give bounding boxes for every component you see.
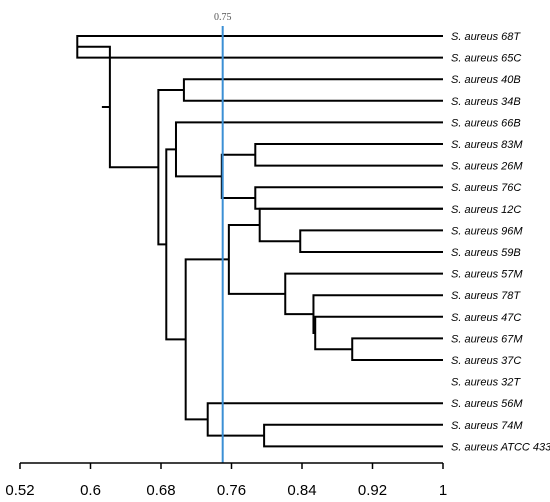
leaf-labels: S. aureus 68T S. aureus 65C S. aureus 40B S…: [451, 31, 550, 453]
dendrogram-branch: [254, 143, 443, 167]
leaf-label: S. aureus 32T: [451, 377, 521, 389]
leaf-label: S. aureus 40B: [451, 74, 521, 86]
leaf-label: S. aureus 26M: [451, 161, 523, 173]
x-axis: 0.52 0.6 0.68 0.76 0.84 0.92 1: [5, 462, 447, 499]
dendrogram-branch: [182, 78, 443, 102]
cutoff-label: 0.75: [214, 12, 232, 23]
leaf-label: S. aureus 57M: [451, 269, 523, 281]
x-tick-label: 1: [439, 482, 447, 499]
dendrogram-branch: [165, 148, 186, 341]
dendrogram-branch: [206, 402, 443, 437]
leaf-label: S. aureus 76C: [451, 182, 521, 194]
leaf-label: S. aureus 47C: [451, 312, 521, 324]
dendrogram-branches: [76, 35, 443, 448]
leaf-label: S. aureus 65C: [451, 53, 521, 65]
leaf-label: S. aureus 83M: [451, 139, 523, 151]
dendrogram-branch: [77, 45, 159, 169]
dendrogram-branch: [227, 224, 286, 295]
dendrogram-branch: [220, 153, 256, 199]
leaf-label: S. aureus 96M: [451, 225, 523, 237]
x-tick-label: 0.6: [80, 482, 101, 499]
dendrogram-branch: [314, 315, 443, 351]
leaf-label: S. aureus 68T: [451, 31, 521, 43]
dendrogram-branch: [174, 121, 443, 178]
x-tick-label: 0.76: [217, 482, 246, 499]
dendrogram-branch: [263, 423, 443, 448]
dendrogram-branch: [351, 337, 443, 361]
dendrogram-branch: [254, 186, 443, 210]
leaf-label: S. aureus 66B: [451, 117, 521, 129]
x-tick-label: 0.84: [287, 482, 316, 499]
leaf-label: S. aureus 78T: [451, 290, 521, 302]
leaf-label: S. aureus 34B: [451, 96, 521, 108]
leaf-label: S. aureus 12C: [451, 204, 521, 216]
x-tick-label: 0.52: [5, 482, 34, 499]
dendrogram-branch: [284, 272, 443, 316]
x-tick-label: 0.92: [358, 482, 387, 499]
dendrogram-branch: [157, 89, 184, 246]
leaf-label: S. aureus 56M: [451, 398, 523, 410]
dendrogram-branch: [258, 207, 443, 243]
x-tick-label: 0.68: [146, 482, 175, 499]
cutoff-group: 0.75: [214, 12, 232, 463]
dendrogram-branch: [299, 229, 443, 253]
leaf-label: S. aureus 59B: [451, 247, 521, 259]
leaf-label: S. aureus 74M: [451, 420, 523, 432]
leaf-label: S. aureus ATCC 43300: [451, 441, 550, 453]
dendrogram-branch: [312, 294, 443, 334]
dendrogram-branch: [76, 35, 443, 59]
leaf-label: S. aureus 37C: [451, 355, 521, 367]
leaf-label: S. aureus 67M: [451, 333, 523, 345]
